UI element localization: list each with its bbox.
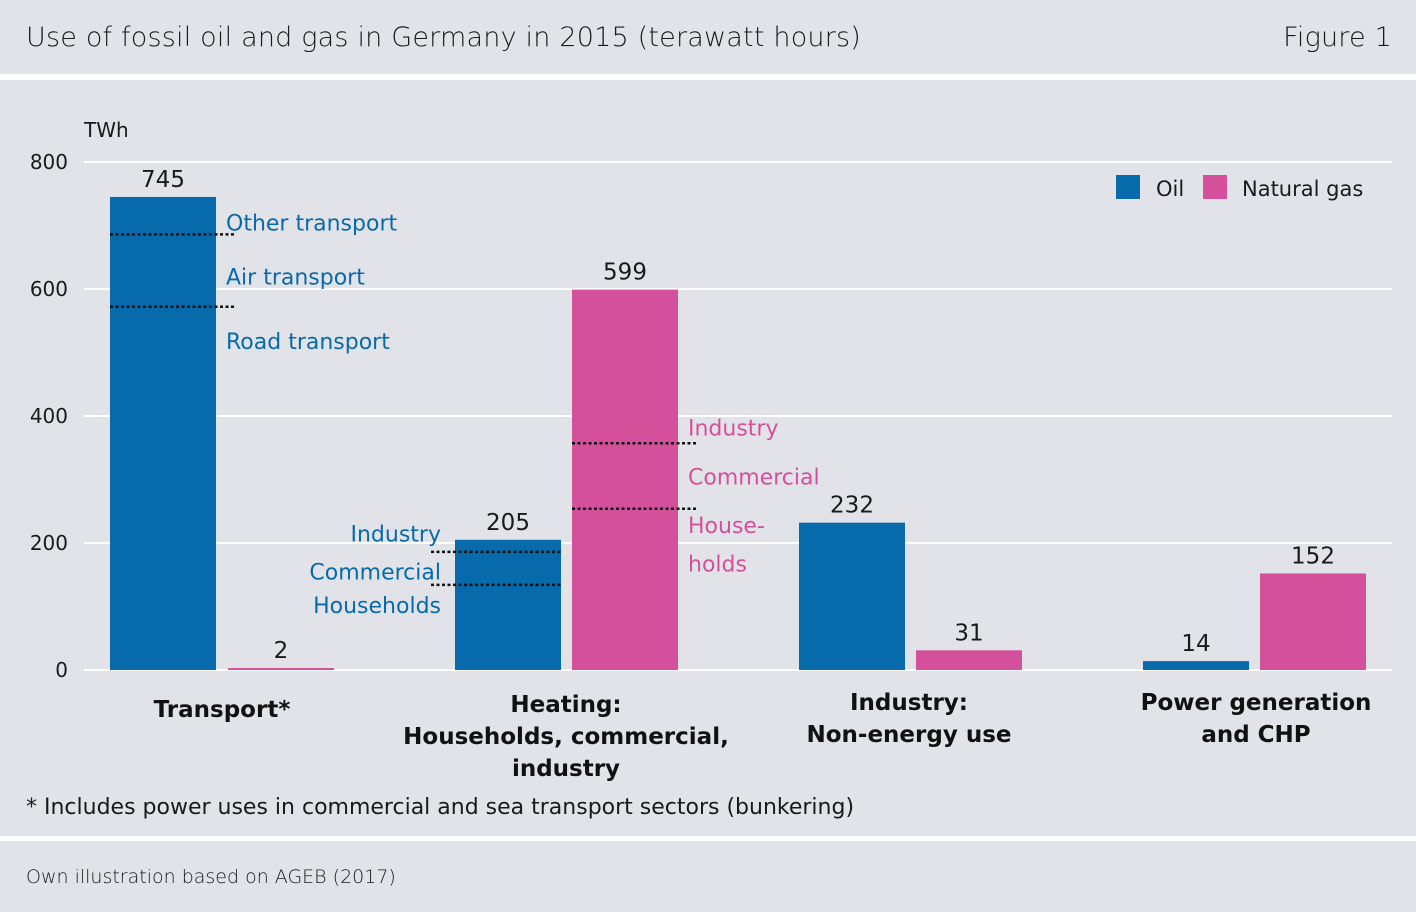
segment-label: Road transport	[226, 330, 390, 355]
segment-label: Air transport	[226, 265, 365, 290]
bars: 745 205 232 14 2 599 31 152	[110, 167, 1366, 671]
y-tick-label: 0	[55, 658, 68, 682]
header-band: Use of fossil oil and gas in Germany in …	[0, 0, 1416, 74]
bar-gas	[916, 650, 1022, 670]
bar-value-label: 152	[1291, 543, 1335, 569]
legend: Oil Natural gas	[1116, 175, 1363, 201]
figure-label: Figure 1	[1283, 22, 1392, 53]
legend-label: Oil	[1156, 177, 1184, 201]
bar-value-label: 31	[954, 620, 983, 646]
category-label: Power generation	[1141, 690, 1372, 716]
y-tick-label: 800	[30, 150, 68, 174]
footnote: * Includes power uses in commercial and …	[26, 795, 855, 820]
bar-value-label: 599	[603, 260, 647, 286]
y-axis: TWh 0 200 400 600 800	[30, 118, 129, 682]
bar-gas	[228, 668, 334, 670]
legend-label: Natural gas	[1242, 177, 1363, 201]
chart-title: Use of fossil oil and gas in Germany in …	[26, 22, 862, 53]
segment-label: holds	[688, 552, 747, 577]
category-label: Heating:	[510, 692, 621, 718]
bar-oil	[1143, 661, 1249, 670]
legend-swatch-oil	[1116, 175, 1140, 199]
chart-panel	[0, 80, 1416, 836]
footer-band	[0, 841, 1416, 912]
bar-oil	[455, 539, 561, 670]
bar-gas	[1260, 573, 1366, 670]
bar-value-label: 14	[1181, 631, 1210, 657]
segment-label: Other transport	[226, 211, 397, 236]
category-label: industry	[512, 756, 620, 782]
segment-label: Commercial	[688, 465, 820, 490]
bar-value-label: 745	[141, 167, 185, 193]
source-note: Own illustration based on AGEB (2017)	[26, 866, 396, 888]
category-label: Industry:	[850, 690, 968, 716]
bar-value-label: 2	[274, 638, 289, 664]
category-label: Households, commercial,	[403, 724, 729, 750]
category-label: Non-energy use	[806, 722, 1011, 748]
bar-value-label: 232	[830, 493, 874, 519]
bar-value-label: 205	[486, 510, 530, 536]
segment-annotations: Other transport Air transport Road transpo…	[110, 211, 820, 619]
y-tick-label: 600	[30, 277, 68, 301]
bar-oil	[799, 522, 905, 670]
category-label: and CHP	[1201, 722, 1310, 748]
y-tick-label: 400	[30, 404, 68, 428]
bar-gas	[572, 289, 678, 670]
y-axis-unit-label: TWh	[83, 118, 129, 142]
segment-label: Households	[313, 594, 441, 619]
segment-label: Commercial	[309, 561, 441, 586]
legend-swatch-gas	[1203, 175, 1227, 199]
y-tick-label: 200	[30, 531, 68, 555]
segment-label: House-	[688, 514, 765, 539]
segment-label: Industry	[351, 522, 442, 547]
category-labels: Transport* Heating: Households, commercial…	[154, 690, 1372, 782]
bar-oil	[110, 196, 216, 671]
category-label: Transport*	[154, 697, 291, 723]
segment-label: Industry	[688, 416, 779, 441]
